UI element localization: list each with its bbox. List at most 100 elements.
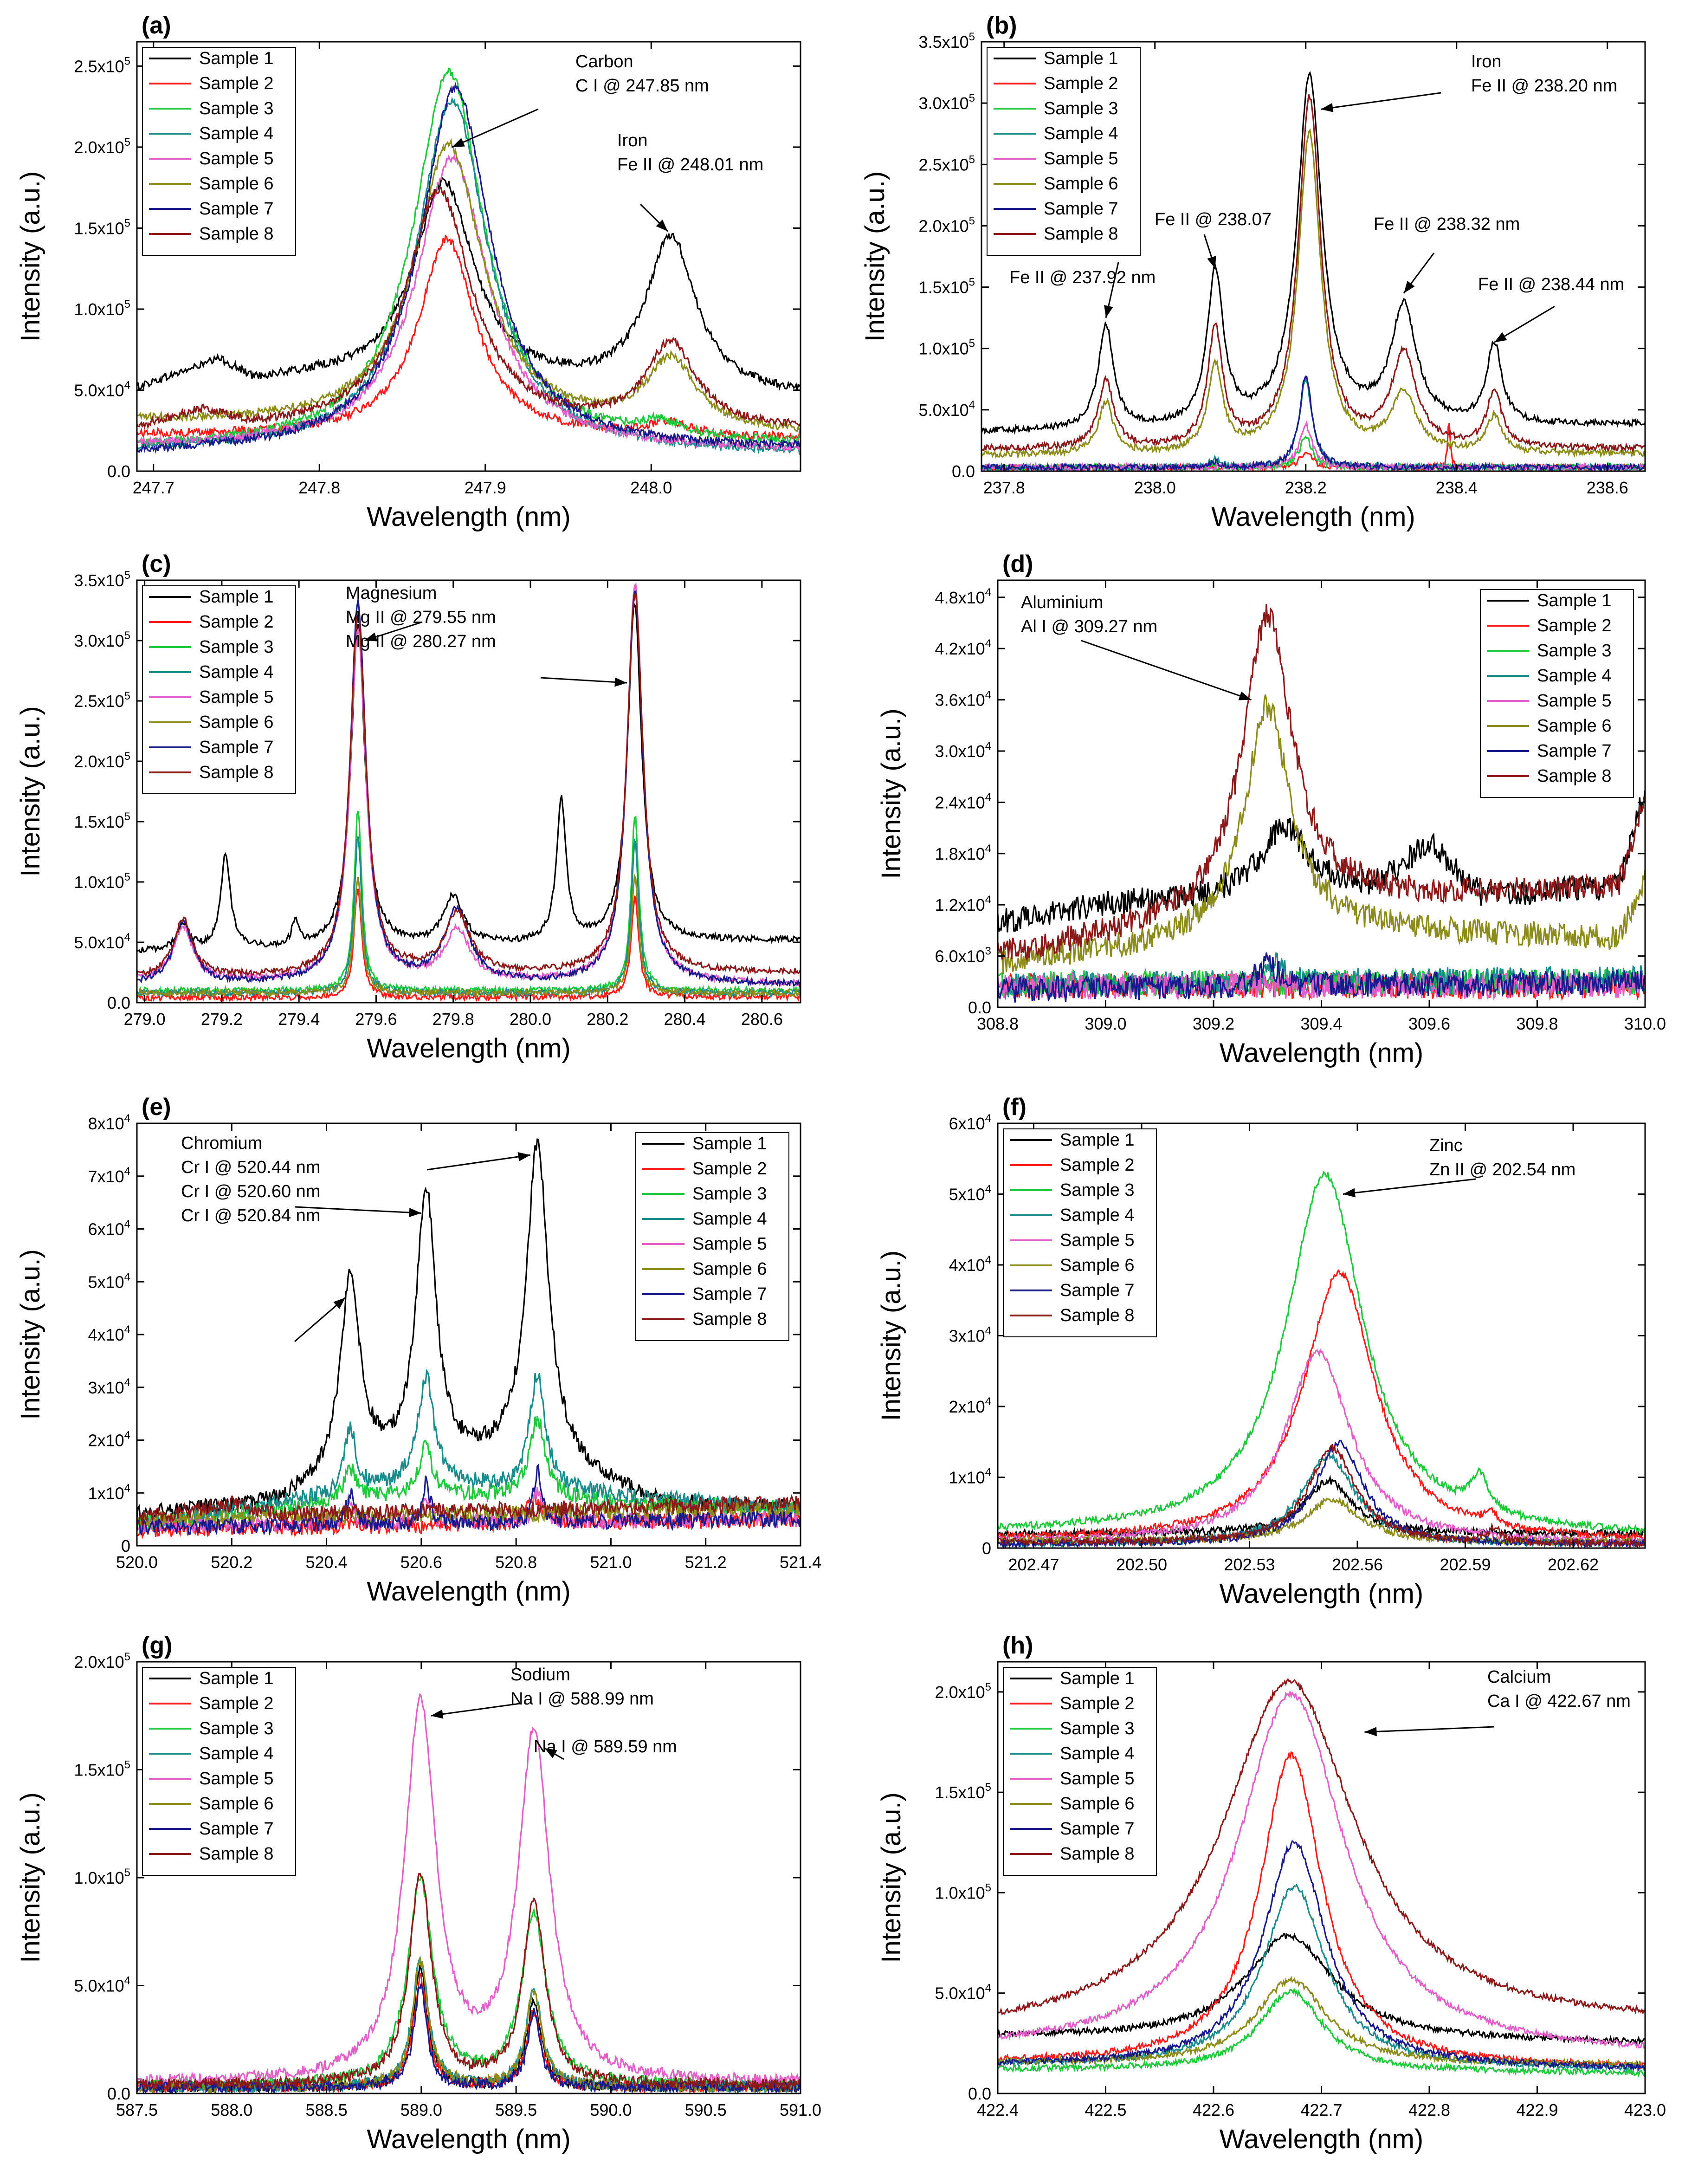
y-tick-label: 2.5x105 bbox=[919, 153, 975, 174]
annotation-text: Cr I @ 520.84 nm bbox=[181, 1206, 320, 1225]
y-tick-label: 1.2x104 bbox=[935, 894, 991, 914]
y-tick-label: 6x104 bbox=[949, 1112, 991, 1133]
annotation-arrow-head bbox=[1404, 280, 1415, 293]
panel-label: (g) bbox=[142, 1632, 172, 1659]
annotation-text: Fe II @ 238.07 bbox=[1155, 210, 1272, 229]
legend-label: Sample 4 bbox=[1537, 666, 1612, 686]
annotation-text: Aluminium bbox=[1021, 593, 1103, 612]
y-tick-label: 1.0x105 bbox=[74, 871, 130, 892]
panel-h: (h) 422.4 422.5 422.6 422.7 422.8 422.9 423.0 0.… bbox=[876, 1632, 1666, 2154]
panel-e: (e) 520.0 520.2 520.4 520.6 520.8 521.0 521.2 52… bbox=[15, 1094, 821, 1607]
x-tick-label: 202.59 bbox=[1440, 1555, 1491, 1574]
y-tick-label: 4.2x104 bbox=[935, 637, 991, 658]
x-tick-label: 588.5 bbox=[306, 2100, 348, 2119]
x-tick-label: 279.8 bbox=[433, 1010, 474, 1029]
legend-label: Sample 1 bbox=[199, 1669, 274, 1688]
y-tick-label: 7x104 bbox=[88, 1165, 130, 1186]
panel-label: (h) bbox=[1002, 1632, 1033, 1659]
legend-label: Sample 7 bbox=[692, 1284, 767, 1304]
annotation-arrow-line bbox=[1081, 640, 1252, 701]
y-tick-label: 1.0x105 bbox=[74, 298, 130, 319]
y-tick-label: 5.0x104 bbox=[74, 931, 130, 952]
x-tick-label: 279.4 bbox=[278, 1010, 320, 1029]
series-line-sample-5 bbox=[998, 1348, 1645, 1548]
series-line-sample-8 bbox=[998, 1444, 1645, 1548]
legend-label: Sample 3 bbox=[1060, 1180, 1135, 1200]
y-tick-label: 3.0x105 bbox=[919, 92, 975, 113]
y-tick-label: 4x104 bbox=[88, 1323, 130, 1344]
x-tick-label: 280.6 bbox=[741, 1010, 783, 1029]
x-tick-label: 238.4 bbox=[1436, 478, 1478, 497]
legend-label: Sample 5 bbox=[199, 1769, 274, 1789]
x-axis-label: Wavelength (nm) bbox=[1211, 502, 1415, 532]
y-axis-label: Intensity (a.u.) bbox=[876, 1251, 906, 1421]
annotation-arrow-head bbox=[517, 1152, 530, 1161]
series-line-sample-8 bbox=[137, 1873, 801, 2092]
annotation-text: Magnesium bbox=[346, 583, 437, 603]
annotation-text: Cr I @ 520.44 nm bbox=[181, 1158, 320, 1177]
series-line-sample-2 bbox=[998, 1751, 1645, 2070]
series-line-sample-8 bbox=[137, 1494, 801, 1526]
legend-box bbox=[142, 1667, 296, 1876]
x-tick-label: 520.8 bbox=[495, 1553, 537, 1572]
x-tick-label: 520.4 bbox=[306, 1553, 348, 1572]
annotation-text: Zn II @ 202.54 nm bbox=[1429, 1160, 1575, 1179]
x-tick-label: 247.8 bbox=[298, 478, 340, 497]
y-tick-label: 2.0x105 bbox=[74, 750, 130, 771]
legend-label: Sample 8 bbox=[1060, 1844, 1135, 1864]
y-tick-label: 5x104 bbox=[949, 1183, 991, 1204]
x-tick-label: 202.53 bbox=[1224, 1555, 1275, 1574]
series-line-sample-6 bbox=[998, 694, 1645, 974]
annotation-text: Zinc bbox=[1429, 1136, 1463, 1155]
legend-label: Sample 2 bbox=[1060, 1694, 1135, 1713]
plot-frame bbox=[136, 579, 801, 1004]
series-line-sample-8 bbox=[137, 187, 801, 430]
annotation-text: Cr I @ 520.60 nm bbox=[181, 1182, 320, 1201]
y-tick-label: 2.5x105 bbox=[74, 55, 130, 76]
x-axis-label: Wavelength (nm) bbox=[1220, 1038, 1423, 1068]
x-tick-label: 590.0 bbox=[590, 2100, 632, 2119]
legend-label: Sample 6 bbox=[199, 1794, 274, 1814]
y-tick-label: 4.8x104 bbox=[935, 586, 991, 607]
legend-box bbox=[987, 47, 1141, 256]
x-tick-label: 590.5 bbox=[685, 2100, 727, 2119]
legend-label: Sample 3 bbox=[692, 1184, 767, 1204]
legend-label: Sample 8 bbox=[1044, 224, 1118, 244]
legend-label: Sample 8 bbox=[692, 1309, 767, 1329]
legend-label: Sample 3 bbox=[199, 1719, 274, 1738]
annotation-text: Fe II @ 238.32 nm bbox=[1374, 214, 1520, 234]
y-axis-label: Intensity (a.u.) bbox=[876, 708, 906, 879]
x-tick-label: 308.8 bbox=[977, 1014, 1019, 1033]
legend-box bbox=[1003, 1128, 1157, 1337]
legend-label: Sample 1 bbox=[1060, 1130, 1135, 1150]
annotation-text: Iron bbox=[617, 131, 647, 150]
series-line-sample-7 bbox=[998, 952, 1645, 1003]
legend-label: Sample 7 bbox=[1044, 199, 1118, 219]
legend-label: Sample 7 bbox=[1060, 1819, 1135, 1839]
legend-label: Sample 1 bbox=[1537, 591, 1612, 610]
x-tick-label: 521.2 bbox=[685, 1553, 727, 1572]
y-tick-label: 0 bbox=[982, 1539, 991, 1558]
x-tick-label: 238.2 bbox=[1285, 478, 1327, 497]
annotation-arrow-head bbox=[1104, 305, 1113, 318]
series-line-sample-8 bbox=[998, 1678, 1645, 2016]
y-tick-label: 5.0x104 bbox=[74, 379, 130, 400]
x-tick-label: 309.2 bbox=[1193, 1014, 1234, 1033]
annotation-arrow-head bbox=[364, 632, 378, 642]
legend-label: Sample 2 bbox=[1060, 1155, 1135, 1175]
series-line-sample-6 bbox=[137, 138, 801, 432]
x-tick-label: 309.0 bbox=[1085, 1014, 1126, 1033]
legend: Sample 1 Sample 2 Sample 3 Sample 4 Sample 5… bbox=[142, 585, 296, 794]
legend: Sample 1 Sample 2 Sample 3 Sample 4 Sample 5… bbox=[1480, 589, 1634, 798]
legend-label: Sample 5 bbox=[199, 687, 274, 707]
x-tick-label: 248.0 bbox=[630, 478, 672, 497]
panel-c: (c) 279.0 279.2 279.4 279.6 279.8 280.0 280.2 28… bbox=[15, 551, 801, 1063]
legend-label: Sample 1 bbox=[199, 49, 274, 68]
y-tick-label: 6.0x103 bbox=[935, 945, 991, 966]
x-tick-label: 520.0 bbox=[116, 1553, 158, 1572]
y-tick-label: 1x104 bbox=[88, 1482, 130, 1503]
legend-label: Sample 3 bbox=[1537, 641, 1612, 661]
annotation-arrow-head bbox=[614, 677, 627, 687]
annotation-arrow-head bbox=[656, 219, 668, 232]
legend-label: Sample 4 bbox=[692, 1209, 767, 1229]
